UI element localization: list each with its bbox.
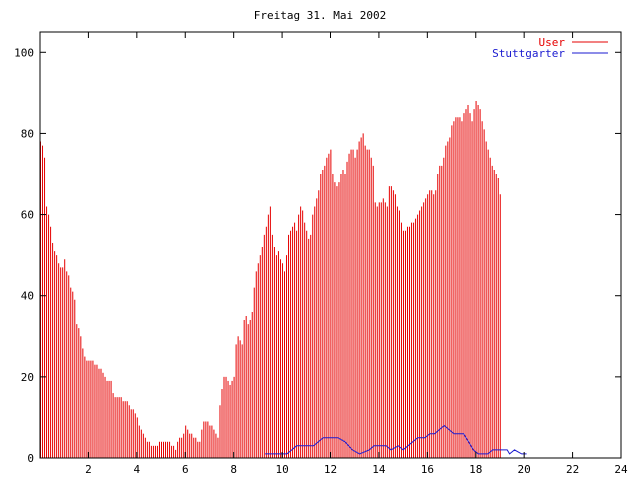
y-axis: 0 20 40 60 80 100 — [14, 46, 621, 465]
x-tick-label: 24 — [614, 463, 628, 476]
x-tick-label: 12 — [324, 463, 337, 476]
y-tick-label: 20 — [21, 371, 34, 384]
user-series-bars — [40, 100, 501, 458]
y-tick-label: 100 — [14, 46, 34, 59]
stuttgarter-series-line — [265, 424, 527, 455]
y-tick-label: 80 — [21, 127, 34, 140]
x-tick-label: 20 — [518, 463, 531, 476]
x-tick-label: 16 — [421, 463, 434, 476]
x-tick-label: 18 — [469, 463, 482, 476]
x-tick-label: 22 — [566, 463, 579, 476]
x-tick-label: 2 — [85, 463, 92, 476]
legend: User Stuttgarter — [492, 36, 608, 60]
legend-label-stuttgarter: Stuttgarter — [492, 47, 565, 60]
x-tick-label: 14 — [372, 463, 386, 476]
y-tick-label: 40 — [21, 290, 34, 303]
x-tick-label: 6 — [182, 463, 189, 476]
y-tick-label: 60 — [21, 209, 34, 222]
x-tick-label: 8 — [230, 463, 237, 476]
x-tick-label: 10 — [275, 463, 288, 476]
x-tick-label: 4 — [134, 463, 141, 476]
x-axis: 2 4 6 8 10 12 14 16 18 20 22 24 — [85, 32, 628, 476]
y-tick-label: 0 — [27, 452, 34, 465]
legend-label-user: User — [539, 36, 566, 49]
chart-title: Freitag 31. Mai 2002 — [254, 9, 386, 22]
